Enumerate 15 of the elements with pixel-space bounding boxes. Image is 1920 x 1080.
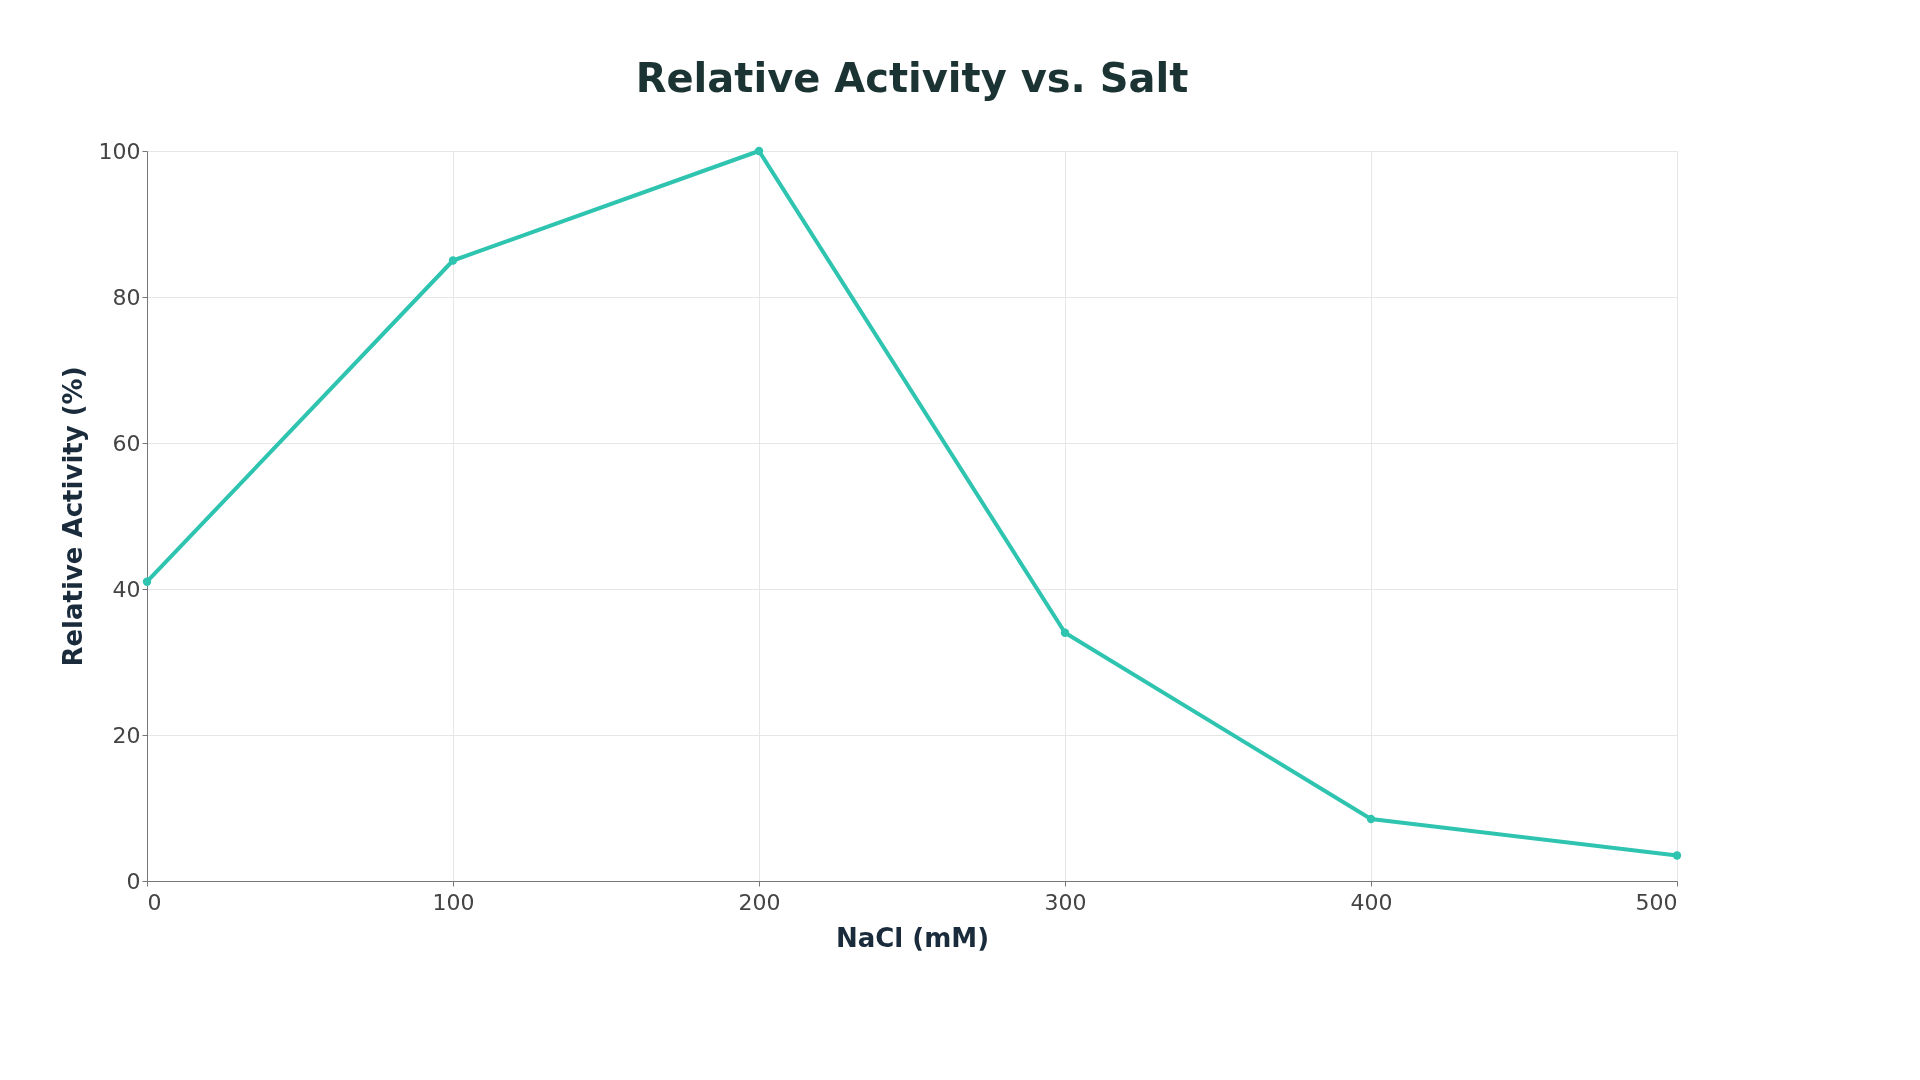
x-tick-label: 100 xyxy=(432,889,475,915)
chart-title: Relative Activity vs. Salt xyxy=(635,55,1189,101)
y-tick-label: 100 xyxy=(98,138,141,164)
y-tick-label: 0 xyxy=(126,868,141,894)
x-tick-label: 400 xyxy=(1350,889,1393,915)
y-axis-title: Relative Activity (%) xyxy=(57,366,88,667)
x-tick-label: 300 xyxy=(1044,889,1087,915)
y-tick-label: 40 xyxy=(112,576,141,602)
y-tick-label: 60 xyxy=(112,430,141,456)
x-tick-label: 500 xyxy=(1635,889,1678,915)
y-tick-label: 20 xyxy=(112,722,141,748)
x-tick-label: 0 xyxy=(147,889,162,915)
y-tick-label: 80 xyxy=(112,284,141,310)
x-axis-title: NaCl (mM) xyxy=(835,922,990,953)
x-tick-label: 200 xyxy=(738,889,781,915)
